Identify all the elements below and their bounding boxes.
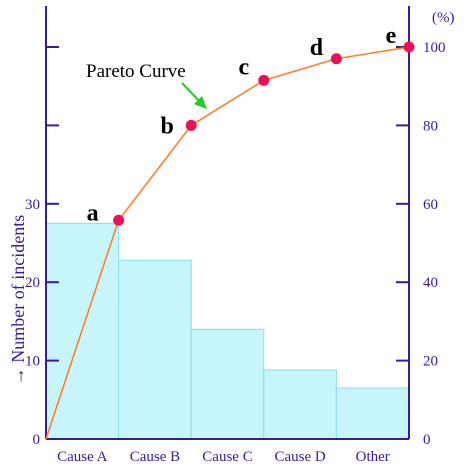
text-layer: → Number of incidents (%) Pareto Curve 0… xyxy=(8,10,455,465)
bars-layer xyxy=(45,222,410,440)
category-label-3: Cause D xyxy=(274,449,325,465)
bar-3 xyxy=(263,369,337,440)
pareto-point-d xyxy=(330,53,342,65)
bar-2 xyxy=(190,328,265,440)
y-tick-label-2: 20 xyxy=(25,275,40,291)
pareto-point-c xyxy=(258,74,270,86)
y-axis-label: → Number of incidents xyxy=(8,215,28,385)
pareto-point-e xyxy=(403,41,415,53)
annotation-arrow xyxy=(181,82,207,109)
category-label-2: Cause C xyxy=(202,449,252,465)
y-tick-label-0: 0 xyxy=(33,432,41,448)
y2-axis-label: (%) xyxy=(432,10,455,26)
y-tick-label-3: 30 xyxy=(25,197,40,213)
y2-tick-label-2: 40 xyxy=(423,275,438,291)
y2-tick-label-3: 60 xyxy=(423,197,438,213)
y2-tick-label-0: 0 xyxy=(423,432,431,448)
bar-4 xyxy=(335,387,410,440)
category-label-4: Other xyxy=(356,449,390,465)
curve-layer xyxy=(45,41,415,440)
point-label-b: b xyxy=(161,113,174,139)
axes-layer xyxy=(45,6,410,440)
y-tick-label-1: 10 xyxy=(25,354,40,370)
y2-tick-label-1: 20 xyxy=(423,354,438,370)
point-label-c: c xyxy=(238,54,249,80)
pareto-point-a xyxy=(113,214,125,226)
category-label-0: Cause A xyxy=(57,449,108,465)
category-label-1: Cause B xyxy=(130,449,180,465)
pareto-point-b xyxy=(185,119,197,131)
y2-tick-label-5: 100 xyxy=(423,40,446,56)
point-label-e: e xyxy=(386,23,397,49)
pareto-curve-line xyxy=(45,46,410,440)
y2-tick-label-4: 80 xyxy=(423,118,438,134)
bar-1 xyxy=(118,259,192,440)
point-label-a: a xyxy=(87,200,99,226)
pareto-curve-annotation: Pareto Curve xyxy=(86,61,186,82)
point-label-d: d xyxy=(310,35,324,61)
